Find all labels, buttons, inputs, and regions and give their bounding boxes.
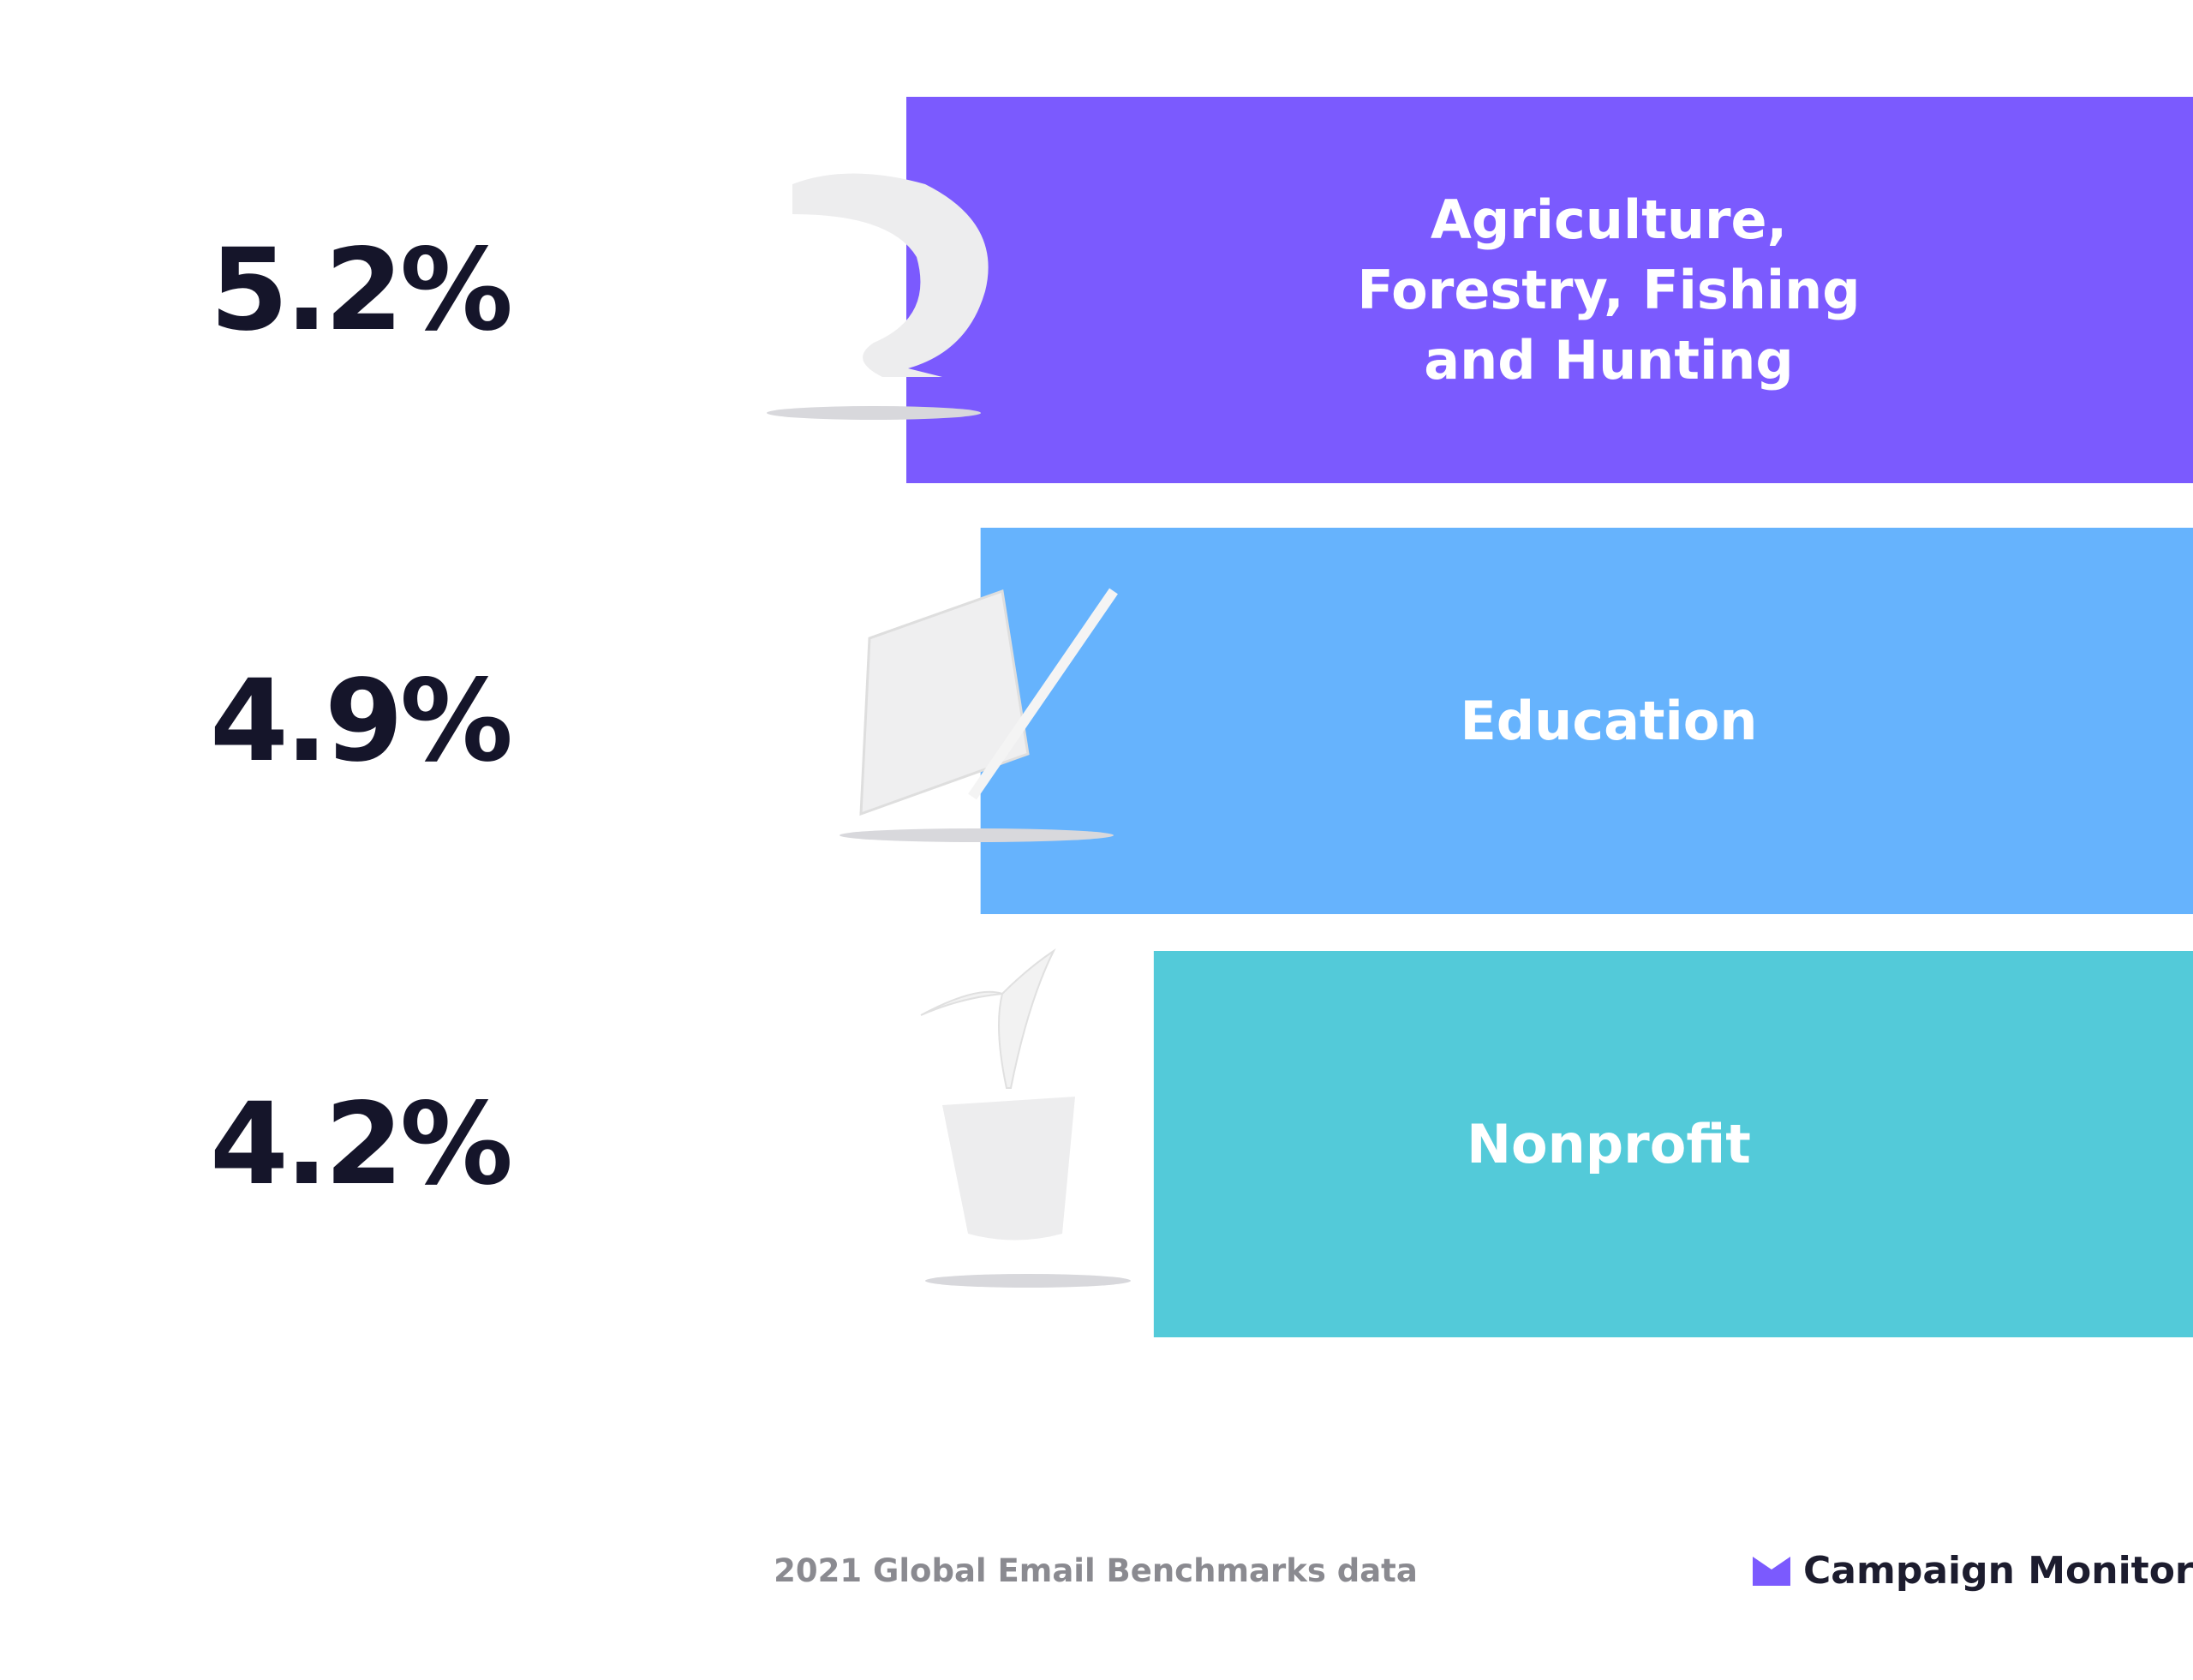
footnote: 2021 Global Email Benchmarks data bbox=[774, 1552, 1418, 1589]
plant-icon bbox=[920, 948, 1056, 1089]
bar bbox=[980, 528, 2193, 914]
shadow bbox=[840, 828, 1114, 842]
shadow bbox=[767, 406, 981, 420]
shadow bbox=[925, 1274, 1131, 1288]
bar bbox=[1153, 951, 2193, 1337]
value-label: 4.2% bbox=[209, 1078, 513, 1211]
fish-icon bbox=[792, 173, 989, 377]
bar bbox=[906, 97, 2193, 483]
value-label: 5.2% bbox=[209, 224, 513, 356]
pencil-icon bbox=[968, 588, 1118, 800]
category-label: Education bbox=[1460, 689, 1758, 752]
brand: Campaign Monitor bbox=[1803, 1549, 2193, 1593]
category-label: Nonprofit bbox=[1467, 1112, 1751, 1175]
category-label: Agriculture, Forestry, Fishing and Hunti… bbox=[1357, 188, 1861, 392]
value-label: 4.9% bbox=[209, 655, 513, 787]
book-icon bbox=[859, 589, 1030, 816]
pot-icon bbox=[942, 1097, 1075, 1241]
icons bbox=[767, 173, 1131, 1288]
